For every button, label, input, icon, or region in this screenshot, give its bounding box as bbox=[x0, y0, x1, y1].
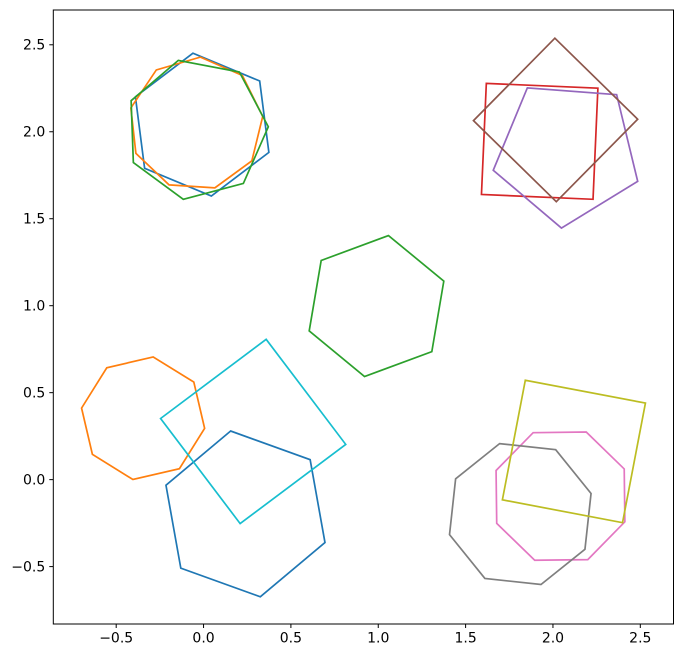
gray-octagon-bottomright bbox=[448, 442, 592, 586]
yellow-square-bottomright bbox=[501, 379, 647, 524]
green-heptagon-topleft bbox=[130, 59, 270, 201]
y-axis-tick-label: 1.0 bbox=[23, 299, 45, 315]
blue-hexagon-bottom bbox=[165, 430, 326, 598]
y-axis-tick-label: 2.5 bbox=[23, 38, 45, 54]
brown-square-topright bbox=[472, 36, 639, 203]
red-square-topright bbox=[480, 82, 599, 201]
x-axis-tick-label: 2.5 bbox=[629, 631, 651, 647]
x-axis-tick-label: 2.0 bbox=[542, 631, 564, 647]
y-axis-tick-label: 1.5 bbox=[23, 212, 45, 228]
green-hexagon-middle bbox=[308, 234, 445, 378]
x-axis-tick-label: 0.0 bbox=[192, 631, 214, 647]
orange-octagon-left bbox=[80, 356, 206, 481]
x-axis-tick-label: 0.5 bbox=[280, 631, 302, 647]
x-axis-tick-label: 1.0 bbox=[367, 631, 389, 647]
orange-nonagon-topleft bbox=[129, 56, 264, 189]
blue-hexagon-topleft bbox=[134, 52, 270, 198]
x-axis-tick-label: 1.5 bbox=[454, 631, 476, 647]
y-axis-tick-label: 2.0 bbox=[23, 125, 45, 141]
x-axis-tick-label: −0.5 bbox=[99, 631, 133, 647]
cyan-square-middle bbox=[159, 338, 347, 525]
y-axis-tick-label: −0.5 bbox=[11, 560, 45, 576]
y-axis-tick-label: 0.5 bbox=[23, 386, 45, 402]
axes-spines bbox=[52, 9, 675, 625]
y-axis-tick-label: 0.0 bbox=[23, 473, 45, 489]
pink-octagon-bottomright bbox=[495, 431, 626, 562]
purple-pentagon-topright bbox=[492, 86, 639, 230]
